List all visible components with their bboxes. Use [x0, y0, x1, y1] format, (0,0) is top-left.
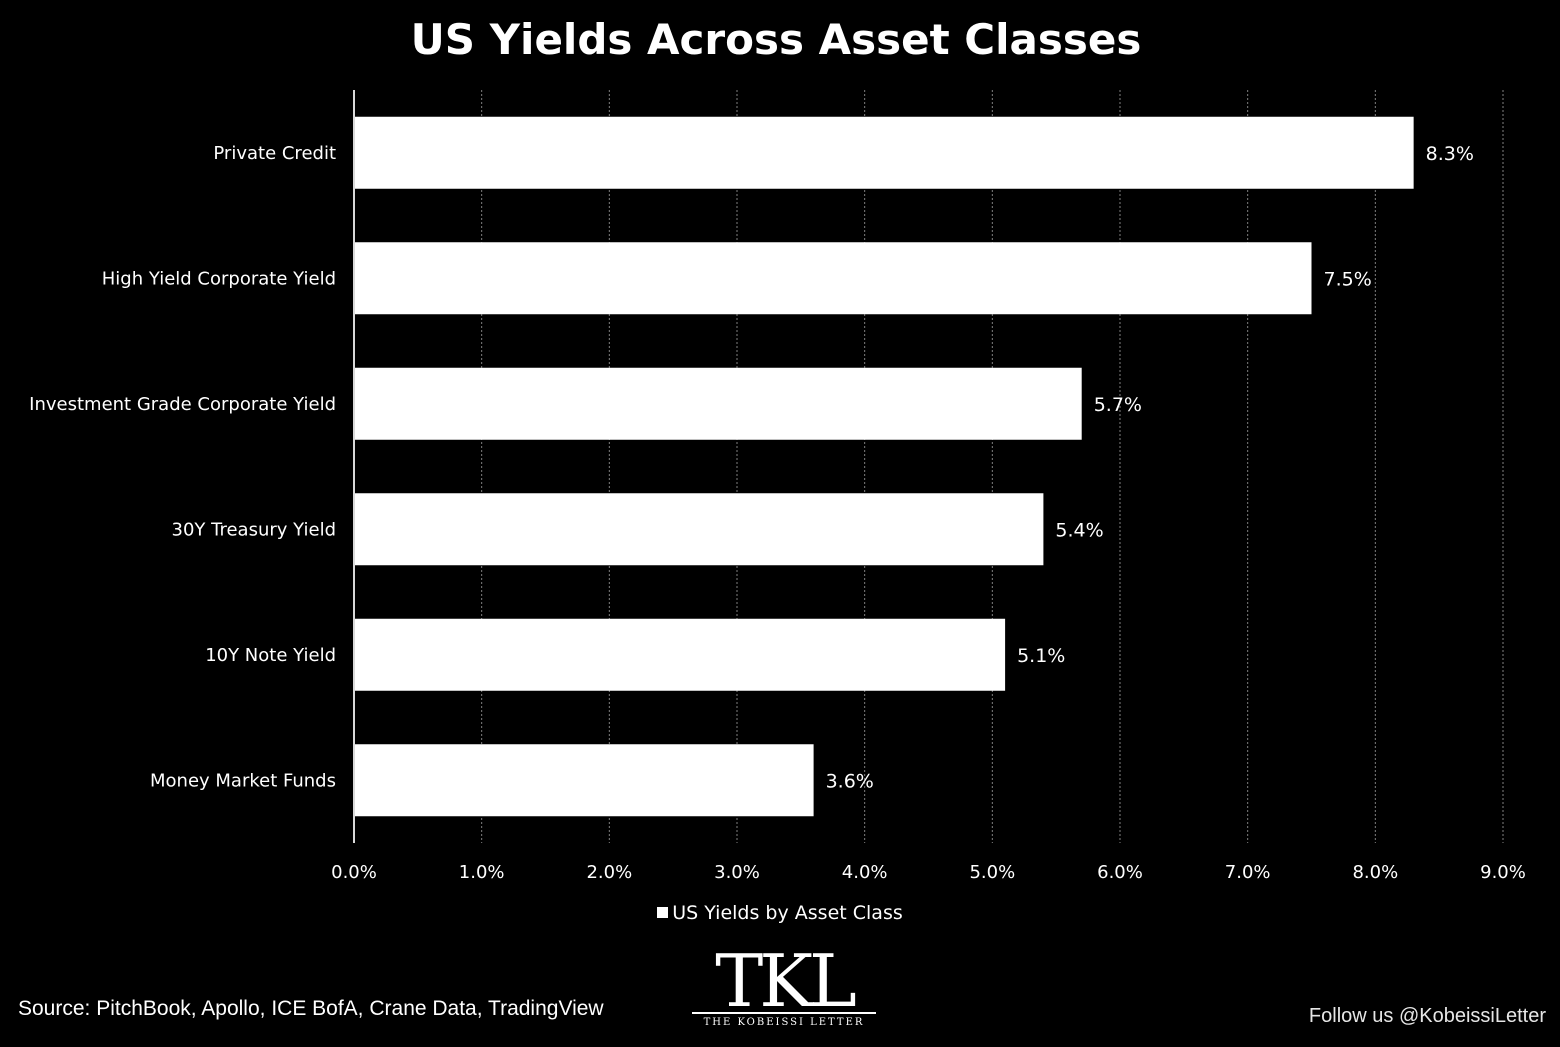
- category-label-0: Private Credit: [213, 143, 336, 164]
- data-label-1: 7.5%: [1324, 268, 1372, 290]
- category-label-5: Money Market Funds: [150, 770, 336, 791]
- x-tick-label-6: 6.0%: [1097, 862, 1143, 883]
- data-label-4: 5.1%: [1017, 645, 1065, 667]
- tkl-logo: TKL THE KOBEISSI LETTER: [688, 945, 880, 1033]
- category-label-2: Investment Grade Corporate Yield: [29, 394, 336, 415]
- source-note: Source: PitchBook, Apollo, ICE BofA, Cra…: [18, 997, 604, 1020]
- data-label-0: 8.3%: [1426, 143, 1474, 165]
- x-tick-label-8: 8.0%: [1352, 862, 1398, 883]
- bar-1: [355, 242, 1312, 315]
- bar-3: [355, 493, 1044, 566]
- category-labels: Private Credit High Yield Corporate Yield…: [29, 143, 336, 792]
- data-label-3: 5.4%: [1055, 519, 1103, 541]
- category-label-4: 10Y Note Yield: [205, 645, 336, 666]
- x-tick-label-7: 7.0%: [1225, 862, 1271, 883]
- x-tick-label-0: 0.0%: [331, 862, 377, 883]
- chart-title: US Yields Across Asset Classes: [410, 15, 1142, 64]
- logo-mark: TKL: [715, 939, 857, 1023]
- bar-5: [355, 744, 814, 817]
- bar-0: [355, 116, 1414, 189]
- logo-subtitle: THE KOBEISSI LETTER: [703, 1017, 865, 1028]
- follow-handle: Follow us @KobeissiLetter: [1308, 1005, 1546, 1027]
- data-labels: 8.3% 7.5% 5.7% 5.4% 5.1% 3.6%: [826, 143, 1474, 793]
- legend-label: US Yields by Asset Class: [672, 902, 903, 924]
- x-tick-label-3: 3.0%: [714, 862, 760, 883]
- legend-swatch: [657, 907, 669, 918]
- category-label-1: High Yield Corporate Yield: [102, 268, 336, 289]
- legend: US Yields by Asset Class: [0, 900, 1560, 926]
- category-label-3: 30Y Treasury Yield: [172, 519, 337, 540]
- logo-rule: [692, 1012, 876, 1014]
- x-tick-label-5: 5.0%: [969, 862, 1015, 883]
- gridlines: [481, 90, 1504, 843]
- x-tick-label-4: 4.0%: [842, 862, 888, 883]
- x-tick-label-2: 2.0%: [586, 862, 632, 883]
- bar-4: [355, 618, 1006, 691]
- bar-2: [355, 367, 1082, 440]
- bars: [355, 116, 1414, 817]
- x-tick-labels: 0.0% 1.0% 2.0% 3.0% 4.0% 5.0% 6.0% 7.0% 8.0% 9.0%: [331, 862, 1526, 883]
- x-tick-label-9: 9.0%: [1480, 862, 1526, 883]
- data-label-5: 3.6%: [826, 770, 874, 792]
- data-label-2: 5.7%: [1094, 394, 1142, 416]
- x-tick-label-1: 1.0%: [459, 862, 505, 883]
